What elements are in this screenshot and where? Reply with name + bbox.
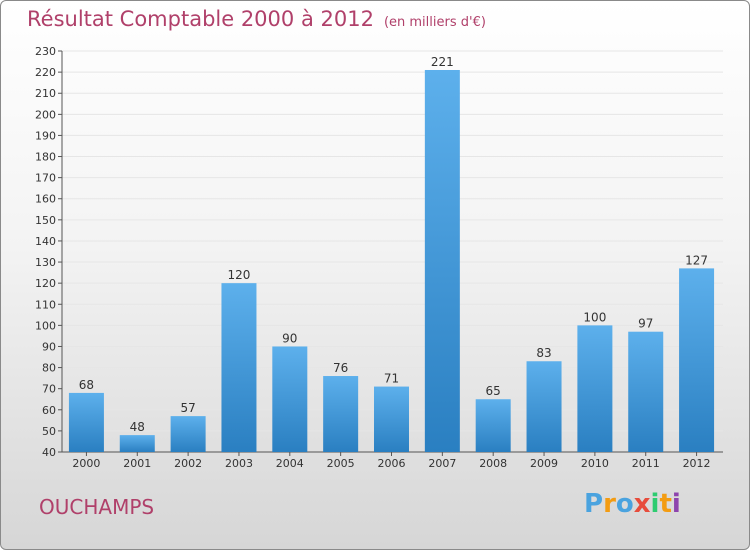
bar-2007	[424, 69, 460, 452]
title-text: Résultat Comptable 2000 à 2012	[27, 7, 374, 31]
logo-letter: x	[633, 489, 651, 519]
y-tick-label: 170	[35, 172, 56, 185]
y-tick-label: 130	[35, 256, 56, 269]
bar-2006	[374, 386, 409, 452]
bar-2004	[272, 346, 308, 452]
y-tick-label: 190	[35, 129, 56, 142]
x-tick-label: 2001	[123, 457, 151, 470]
y-tick-label: 80	[42, 362, 56, 375]
bar-value-label: 221	[431, 55, 454, 69]
y-tick-label: 50	[42, 425, 56, 438]
y-tick-label: 70	[42, 383, 56, 396]
y-tick-label: 100	[35, 319, 56, 332]
bar-value-label: 68	[79, 378, 94, 392]
logo-letter: t	[659, 489, 672, 519]
x-tick-label: 2011	[632, 457, 660, 470]
bar-2003	[221, 283, 257, 452]
bar-value-label: 127	[685, 253, 708, 267]
bar-2011	[628, 331, 664, 452]
bar-2010	[577, 325, 613, 452]
data-labels: 68 2000 48 2001 57 2002 120 2003 90 2004 76 2005 71 2…	[72, 55, 710, 470]
y-tick-label: 150	[35, 214, 56, 227]
bar-value-label: 100	[583, 310, 606, 324]
x-tick-label: 2004	[276, 457, 304, 470]
bar-value-label: 90	[282, 331, 297, 345]
y-tick-label: 120	[35, 277, 56, 290]
chart-subtitle: (en milliers d'€)	[383, 15, 486, 30]
bar-2000	[68, 392, 104, 452]
y-tick-label: 230	[35, 45, 56, 58]
x-tick-label: 2006	[378, 457, 406, 470]
bar-value-label: 57	[180, 401, 195, 415]
logo-letter: i	[650, 489, 660, 519]
bar-value-label: 83	[536, 346, 551, 360]
x-tick-label: 2007	[428, 457, 456, 470]
y-tick-label: 180	[35, 151, 56, 164]
bar-2012	[679, 268, 715, 452]
bar-value-label: 71	[384, 372, 399, 386]
bar-value-label: 120	[228, 268, 251, 282]
y-tick-label: 60	[42, 404, 56, 417]
bar-2009	[526, 361, 562, 452]
x-tick-label: 2008	[479, 457, 507, 470]
bar-value-label: 97	[638, 317, 653, 331]
logo-letter: P	[584, 489, 604, 519]
y-tick-label: 110	[35, 298, 56, 311]
chart-title: Résultat Comptable 2000 à 2012 (en millie…	[27, 7, 486, 31]
bar-2005	[323, 376, 359, 452]
x-tick-label: 2002	[174, 457, 202, 470]
y-tick-label: 200	[35, 108, 56, 121]
x-tick-label: 2012	[683, 457, 711, 470]
x-tick-label: 2000	[72, 457, 100, 470]
bars	[68, 69, 715, 452]
bar-2001	[119, 435, 155, 452]
y-tick-label: 40	[42, 446, 56, 459]
bar-2002	[170, 416, 206, 452]
y-tick-label: 220	[35, 66, 56, 79]
y-tick-label: 140	[35, 235, 56, 248]
y-tick-label: 160	[35, 193, 56, 206]
bar-value-label: 65	[486, 384, 501, 398]
bar-value-label: 48	[130, 420, 145, 434]
commune-name: OUCHAMPS	[39, 495, 155, 519]
logo-letter: r	[603, 489, 616, 519]
logo-letter: o	[615, 489, 634, 519]
x-tick-label: 2003	[225, 457, 253, 470]
logo-letter: i	[671, 489, 681, 519]
proxiti-logo[interactable]: Proxiti	[584, 489, 681, 519]
y-tick-label: 90	[42, 340, 56, 353]
y-tick-label: 210	[35, 87, 56, 100]
bar-value-label: 76	[333, 361, 348, 375]
bar-2008	[475, 399, 511, 452]
x-tick-label: 2005	[327, 457, 355, 470]
x-tick-label: 2010	[581, 457, 609, 470]
x-tick-label: 2009	[530, 457, 558, 470]
